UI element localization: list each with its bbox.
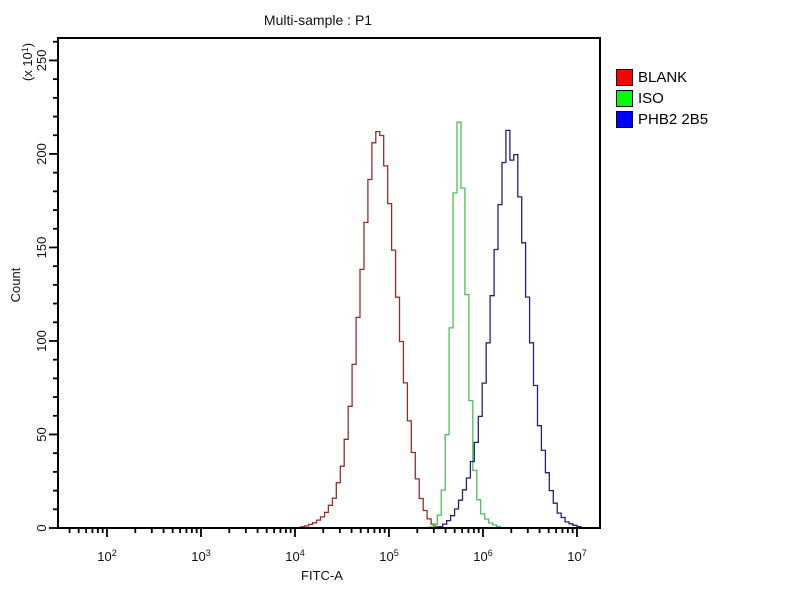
legend-label-iso: ISO — [638, 90, 664, 107]
histogram-curves — [296, 121, 585, 529]
curve-iso — [428, 121, 505, 529]
x-tick-label: 107 — [567, 548, 586, 564]
legend-swatch-phb2-2b5 — [616, 111, 633, 128]
x-tick-label: 105 — [379, 548, 398, 564]
legend-item-phb2-2b5: PHB2 2B5 — [616, 109, 708, 130]
y-tick-label: 150 — [34, 237, 49, 259]
chart-title: Multi-sample : P1 — [264, 12, 372, 28]
x-tick-label: 104 — [285, 548, 304, 564]
curve-phb2-2b5 — [438, 129, 585, 529]
x-tick-label: 103 — [191, 548, 210, 564]
y-tick-label: 0 — [34, 524, 49, 531]
x-tick-label: 106 — [473, 548, 492, 564]
plot-border — [57, 37, 601, 529]
legend-item-blank: BLANK — [616, 67, 708, 88]
y-tick-label: 100 — [34, 330, 49, 352]
legend-label-blank: BLANK — [638, 69, 688, 86]
y-tick-label: 250 — [34, 50, 49, 72]
y-axis-label: Count — [8, 267, 23, 302]
curve-blank — [296, 130, 440, 529]
axis-ticks — [49, 40, 578, 537]
y-axis-multiplier: (x 101) — [20, 43, 35, 81]
y-tick-label: 50 — [34, 427, 49, 441]
legend: BLANK ISO PHB2 2B5 — [616, 67, 708, 130]
axis-tick-labels: 0 50 100 150 200 250 102 103 104 105 106 107 — [34, 50, 587, 564]
x-tick-label: 102 — [97, 548, 116, 564]
legend-swatch-blank — [616, 69, 633, 86]
x-axis-label: FITC-A — [301, 568, 343, 583]
legend-swatch-iso — [616, 90, 633, 107]
y-tick-label: 200 — [34, 143, 49, 165]
legend-item-iso: ISO — [616, 88, 708, 109]
legend-label-phb2-2b5: PHB2 2B5 — [638, 111, 709, 128]
